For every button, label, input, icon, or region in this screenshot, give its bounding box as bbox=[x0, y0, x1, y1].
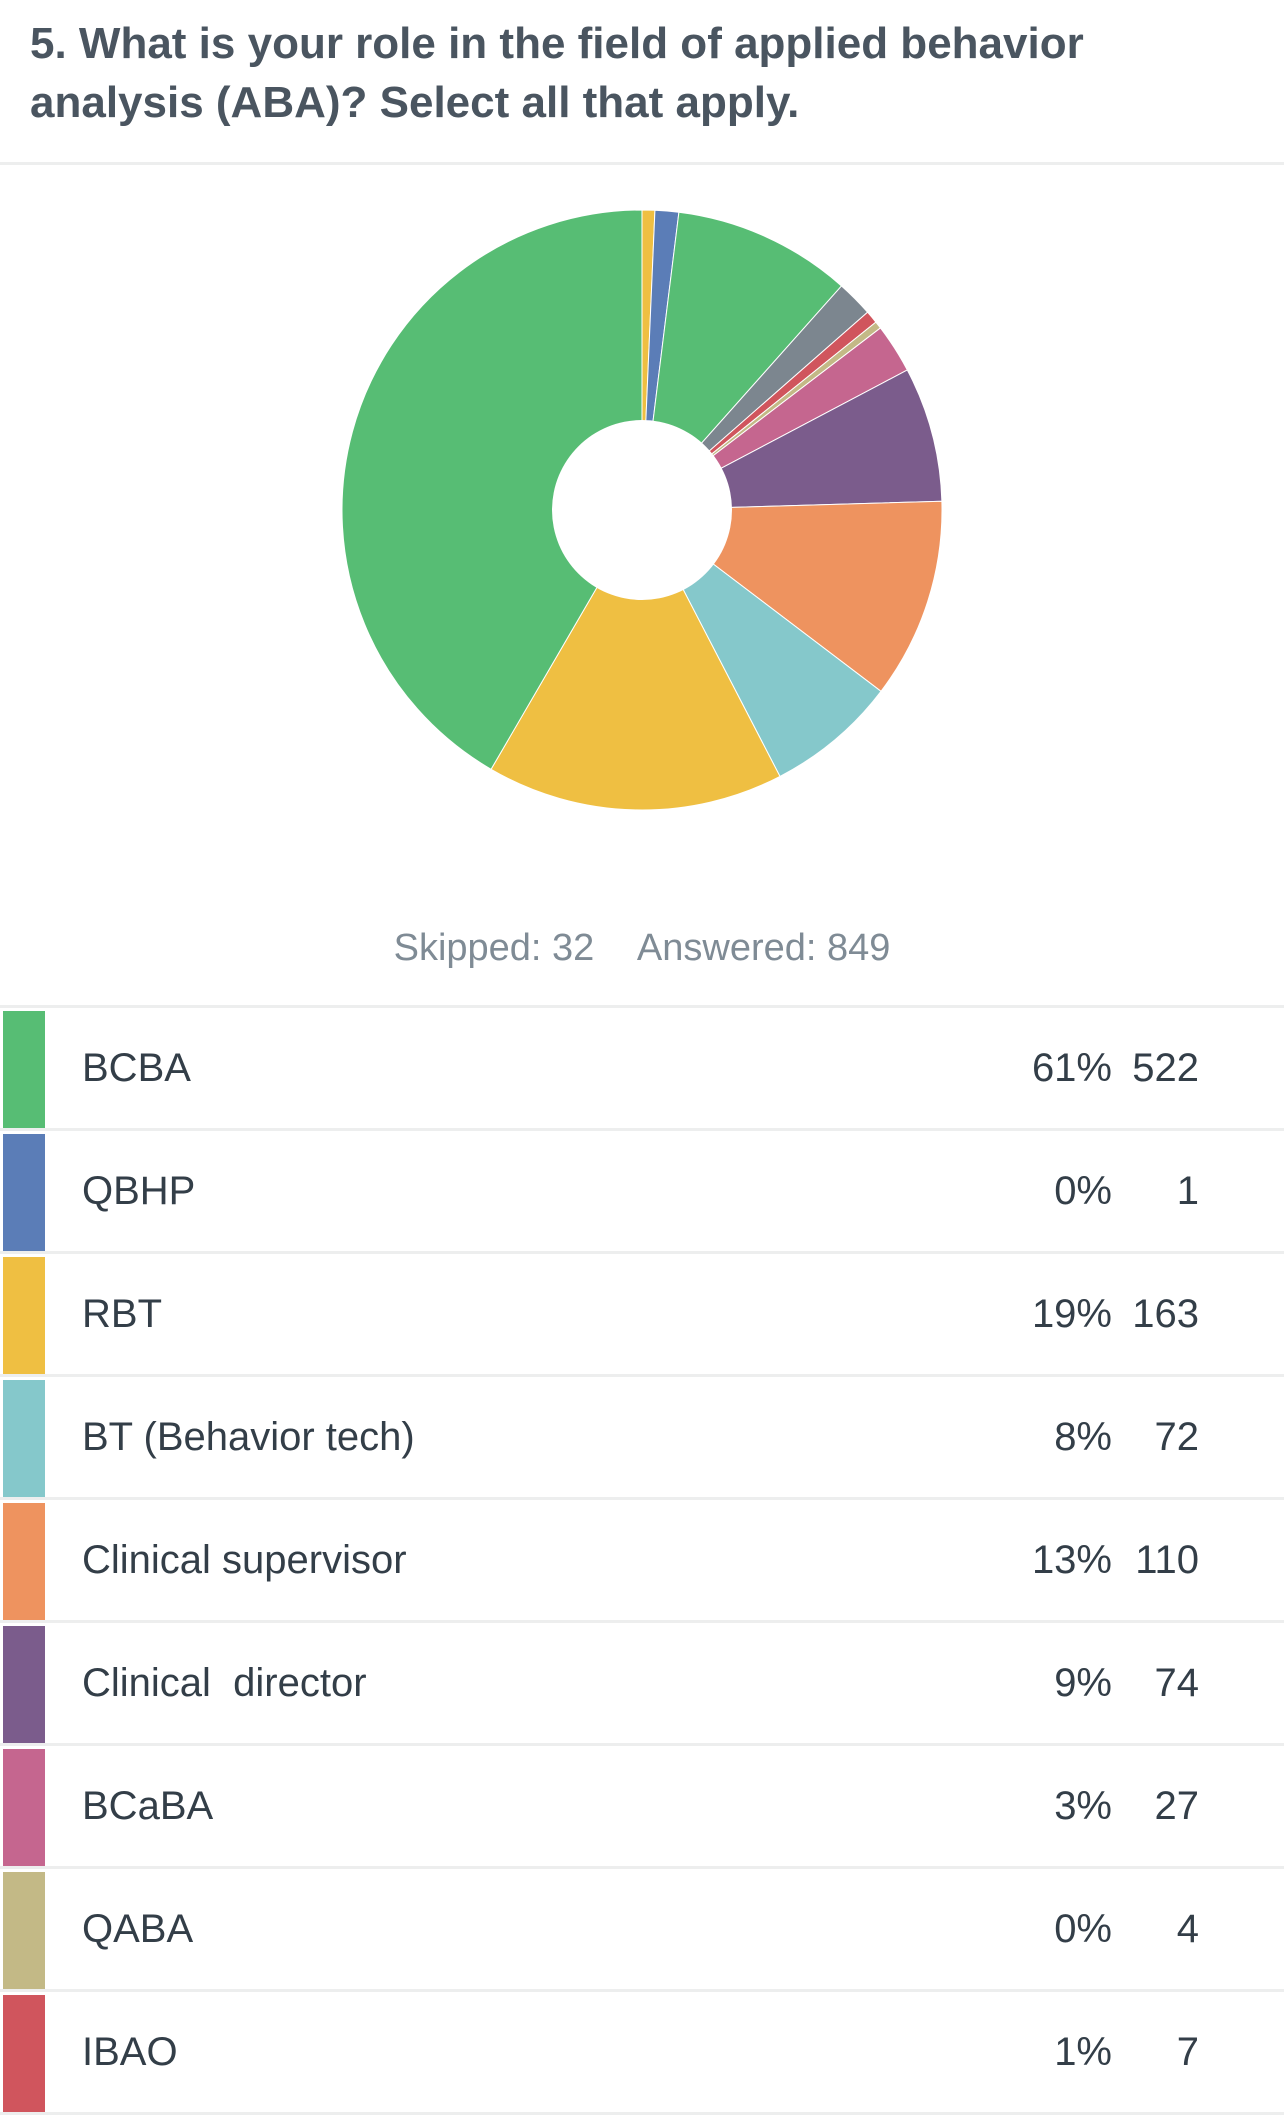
table-row: IBAO 1% 7 bbox=[0, 1992, 1284, 2115]
answer-count: 1 bbox=[1176, 1169, 1199, 1213]
answer-count: 163 bbox=[1132, 1292, 1199, 1336]
response-summary: Skipped: 32 Answered: 849 bbox=[0, 918, 1284, 978]
answer-percent: 61% bbox=[1031, 1046, 1112, 1090]
skipped-count: Skipped: 32 bbox=[393, 927, 595, 969]
answer-label: QABA bbox=[82, 1907, 194, 1951]
table-row: BCBA 61% 522 bbox=[0, 1008, 1284, 1131]
table-row: QBHP 0% 1 bbox=[0, 1131, 1284, 1254]
answer-label: QBHP bbox=[82, 1169, 196, 1213]
color-swatch bbox=[3, 1626, 45, 1743]
table-row: BT (Behavior tech) 8% 72 bbox=[0, 1377, 1284, 1500]
table-row: Clinical director 9% 74 bbox=[0, 1623, 1284, 1746]
pie-slice bbox=[341, 209, 643, 770]
color-swatch bbox=[3, 1995, 45, 2112]
answer-count: 74 bbox=[1154, 1661, 1200, 1705]
answer-percent: 13% bbox=[1031, 1538, 1112, 1582]
table-row: RBT 19% 163 bbox=[0, 1254, 1284, 1377]
table-row: QABA 0% 4 bbox=[0, 1869, 1284, 1992]
answer-table: BCBA 61% 522 QBHP 0% 1 RBT 19% 163 BT (Behavior t… bbox=[0, 1005, 1284, 2115]
header-divider bbox=[0, 162, 1284, 165]
answer-count: 522 bbox=[1132, 1046, 1199, 1090]
color-swatch bbox=[3, 1749, 45, 1866]
answer-count: 72 bbox=[1154, 1415, 1200, 1459]
answer-label: RBT bbox=[82, 1292, 162, 1336]
donut-hole bbox=[552, 420, 732, 600]
answer-percent: 1% bbox=[1054, 2030, 1112, 2074]
answer-percent: 9% bbox=[1054, 1661, 1112, 1705]
answer-count: 7 bbox=[1176, 2030, 1199, 2074]
answer-percent: 0% bbox=[1054, 1907, 1112, 1951]
answer-label: Clinical director bbox=[82, 1661, 367, 1705]
answer-percent: 3% bbox=[1054, 1784, 1112, 1828]
color-swatch bbox=[3, 1011, 45, 1128]
answer-count: 27 bbox=[1154, 1784, 1200, 1828]
table-row: BCaBA 3% 27 bbox=[0, 1746, 1284, 1869]
color-swatch bbox=[3, 1134, 45, 1251]
answer-label: IBAO bbox=[82, 2030, 178, 2074]
answer-label: BCaBA bbox=[82, 1784, 214, 1828]
color-swatch bbox=[3, 1503, 45, 1620]
color-swatch bbox=[3, 1872, 45, 1989]
answer-label: Clinical supervisor bbox=[82, 1538, 407, 1582]
color-swatch bbox=[3, 1257, 45, 1374]
answer-percent: 19% bbox=[1031, 1292, 1112, 1336]
table-row: Clinical supervisor 13% 110 bbox=[0, 1500, 1284, 1623]
answer-label: BCBA bbox=[82, 1046, 191, 1090]
question-title: 5. What is your role in the field of app… bbox=[30, 19, 1084, 127]
answer-percent: 8% bbox=[1054, 1415, 1112, 1459]
pie-slice bbox=[490, 508, 781, 811]
answered-count: Answered: 849 bbox=[636, 927, 891, 969]
color-swatch bbox=[3, 1380, 45, 1497]
donut-chart bbox=[341, 209, 943, 811]
answer-percent: 0% bbox=[1054, 1169, 1112, 1213]
answer-count: 4 bbox=[1176, 1907, 1199, 1951]
answer-label: BT (Behavior tech) bbox=[82, 1415, 415, 1459]
answer-count: 110 bbox=[1135, 1538, 1199, 1582]
